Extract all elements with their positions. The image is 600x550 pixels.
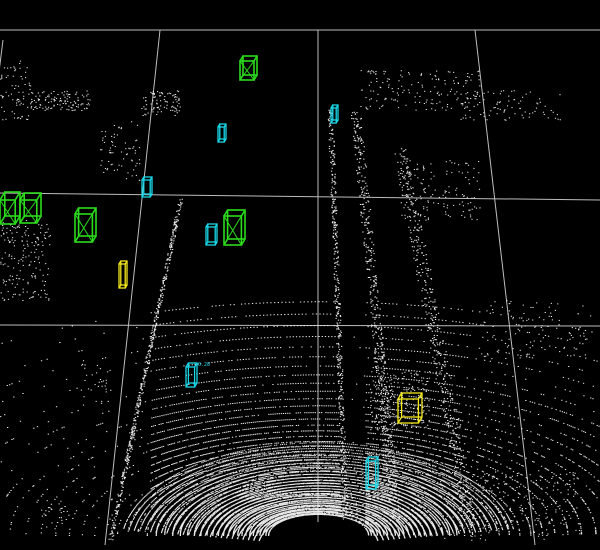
box-edge (91, 207, 97, 215)
box-edge (240, 238, 246, 246)
box-edge (375, 484, 379, 490)
box-edge (91, 235, 97, 243)
box-face-front (330, 107, 337, 124)
box-face-back (367, 456, 379, 486)
box-edge (365, 456, 369, 462)
car-detection-box (223, 209, 246, 246)
box-edge (214, 223, 218, 228)
box-face-front (205, 226, 216, 246)
pedestrian-detection-box (217, 123, 227, 143)
box-edge (335, 119, 339, 124)
box-heading-line (223, 215, 242, 246)
box-face-back (187, 362, 198, 384)
box-edge (223, 209, 229, 217)
box-face-back (219, 123, 227, 140)
box-edge (217, 123, 221, 128)
box-edge (253, 74, 258, 81)
box-edge (194, 382, 198, 388)
box-edge (185, 382, 189, 388)
box-edge (223, 138, 227, 143)
box-edge (397, 416, 403, 424)
box-edge (214, 241, 218, 246)
box-face-back (143, 176, 153, 195)
grid-line (474, 29, 536, 546)
box-edge (185, 362, 189, 368)
box-face-back (400, 392, 423, 418)
car-detection-box (239, 55, 258, 81)
box-edge (36, 215, 42, 224)
box-edge (124, 260, 128, 265)
car-detection-box (19, 192, 42, 224)
grid-line (0, 324, 600, 327)
box-face-front (185, 366, 196, 388)
box-face-back (23, 192, 42, 217)
cyclist-detection-box (397, 392, 423, 424)
box-edge (365, 484, 369, 490)
box-heading-line (239, 60, 255, 81)
box-edge (124, 284, 128, 289)
car-detection-box (0, 191, 21, 225)
box-edge (217, 138, 221, 143)
pedestrian-detection-box (365, 456, 379, 490)
box-edge (205, 241, 209, 246)
box-face-front (74, 213, 94, 243)
box-edge (240, 209, 246, 217)
box-edge (74, 207, 80, 215)
box-edge (205, 223, 209, 228)
detection-score-label: 0.28 (198, 362, 210, 368)
pedestrian-detection-box (205, 223, 218, 246)
box-edge (149, 176, 153, 181)
box-face-back (120, 260, 128, 286)
box-edge (194, 362, 198, 368)
box-face-front (365, 460, 377, 490)
pedestrian-detection-box (141, 176, 153, 198)
box-face-front (397, 398, 420, 424)
box-heading-line (19, 199, 38, 224)
box-edge (149, 193, 153, 198)
box-face-back (332, 104, 339, 121)
box-edge (417, 392, 423, 400)
grid-line (0, 192, 600, 201)
box-edge (118, 260, 122, 265)
box-edge (239, 55, 244, 62)
pedestrian-detection-box: 0.28 (185, 362, 210, 388)
car-detection-box (74, 207, 97, 243)
box-edge (417, 416, 423, 424)
box-face-back (226, 209, 246, 240)
box-edge (141, 176, 145, 181)
box-face-front (19, 199, 38, 224)
box-edge (19, 192, 25, 201)
box-edge (223, 123, 227, 128)
box-edge (335, 104, 339, 109)
box-heading-line (74, 213, 93, 243)
box-face-front (141, 179, 151, 198)
box-face-front (217, 126, 225, 143)
box-face-front (0, 199, 16, 225)
detection-boxes: 0.28 (0, 55, 423, 490)
box-heading-line (0, 199, 16, 225)
box-edge (36, 192, 42, 201)
box-edge (118, 284, 122, 289)
pedestrian-detection-box (330, 104, 339, 124)
box-edge (397, 392, 403, 400)
box-edge (0, 191, 6, 201)
box-edge (14, 191, 21, 201)
box-edge (375, 456, 379, 462)
box-face-back (77, 207, 97, 237)
box-edge (330, 104, 334, 109)
ground-grid (0, 29, 600, 546)
box-edge (253, 55, 258, 62)
box-face-front (118, 263, 126, 289)
box-edge (141, 193, 145, 198)
box-face-front (223, 215, 243, 246)
grid-line (104, 29, 161, 546)
box-face-front (239, 60, 255, 81)
box-face-back (207, 223, 218, 243)
box-edge (330, 119, 334, 124)
cyclist-detection-box (118, 260, 128, 289)
